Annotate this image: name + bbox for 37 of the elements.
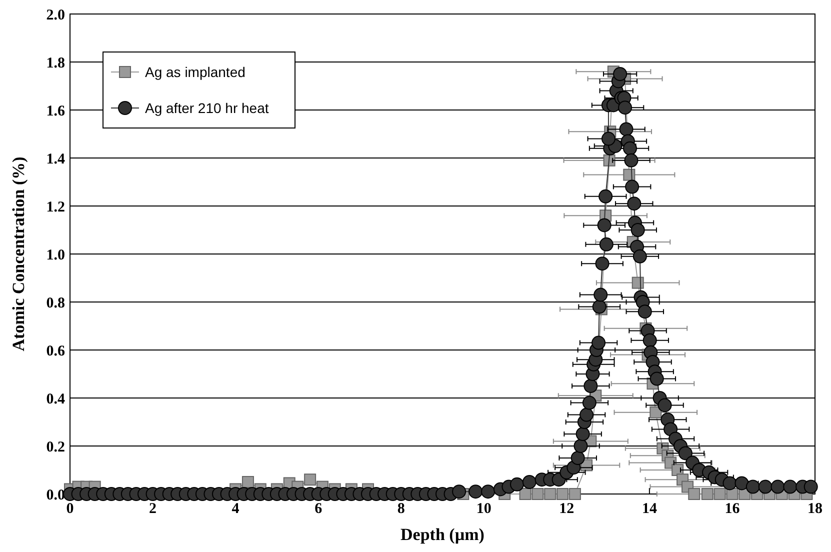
y-axis-title: Atomic Concentration (%) <box>9 156 28 352</box>
y-tick-label: 0.4 <box>46 391 66 408</box>
x-tick-label: 4 <box>232 501 240 517</box>
x-tick-label: 6 <box>314 501 323 517</box>
x-tick-label: 12 <box>559 501 574 517</box>
x-tick-label: 0 <box>66 501 74 517</box>
point <box>304 474 316 486</box>
point <box>632 276 644 289</box>
x-tick-label: 14 <box>642 501 658 517</box>
y-tick-label: 2.0 <box>46 7 65 24</box>
point <box>650 406 662 418</box>
point <box>532 488 544 500</box>
x-tick-label: 16 <box>724 501 740 517</box>
point <box>556 488 569 500</box>
point <box>242 476 254 488</box>
point <box>714 488 726 500</box>
y-tick-label: 0.2 <box>46 439 65 456</box>
x-axis-title: Depth (µm) <box>400 525 484 544</box>
point <box>726 488 738 500</box>
point <box>688 488 700 500</box>
y-tick-label: 1.2 <box>46 199 65 216</box>
y-tick-label: 1.6 <box>46 103 66 120</box>
y-tick-label: 1.4 <box>46 151 66 168</box>
y-tick-label: 0.8 <box>46 295 65 312</box>
point <box>568 488 581 500</box>
point <box>519 488 532 500</box>
x-tick-label: 2 <box>149 501 157 517</box>
x-tick-label: 18 <box>808 501 822 517</box>
y-tick-label: 1.0 <box>46 247 65 264</box>
legend-label: Ag after 210 hr heat <box>145 100 269 116</box>
point <box>701 488 714 500</box>
y-tick-label: 0.6 <box>46 343 66 360</box>
point <box>544 488 556 500</box>
x-tick-label: 8 <box>397 501 405 517</box>
y-tick-label: 1.8 <box>46 55 65 72</box>
legend-label: Ag as implanted <box>145 64 246 80</box>
x-tick-label: 10 <box>476 501 492 517</box>
